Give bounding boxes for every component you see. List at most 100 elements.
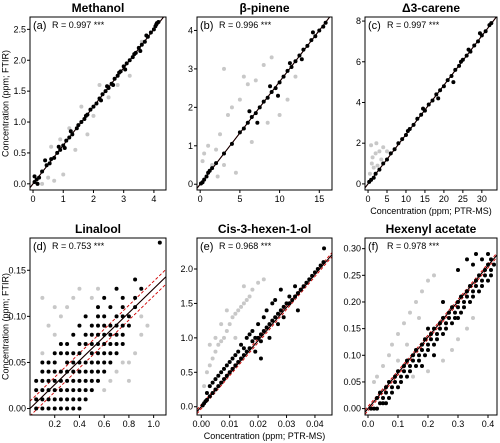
data-point bbox=[277, 80, 282, 85]
data-point bbox=[456, 305, 460, 310]
data-point bbox=[293, 284, 298, 289]
data-point bbox=[83, 369, 88, 374]
background-point bbox=[126, 378, 131, 383]
data-point bbox=[214, 161, 219, 166]
data-point bbox=[464, 53, 469, 58]
panel-label: (b) bbox=[200, 20, 213, 32]
data-point bbox=[34, 378, 39, 383]
data-point bbox=[408, 369, 412, 374]
x-tick-label: 0.01 bbox=[221, 419, 239, 429]
background-point bbox=[40, 295, 45, 300]
data-point bbox=[414, 347, 418, 352]
data-point bbox=[99, 98, 104, 103]
x-tick-label: 0.3 bbox=[452, 419, 465, 429]
x-tick-label: 25 bbox=[458, 194, 468, 204]
data-point bbox=[114, 323, 119, 328]
data-point bbox=[480, 257, 484, 262]
data-point bbox=[222, 377, 226, 382]
data-point bbox=[384, 390, 388, 395]
data-point bbox=[120, 305, 125, 310]
data-point bbox=[247, 332, 252, 337]
data-point bbox=[65, 369, 70, 374]
data-point bbox=[89, 342, 94, 347]
data-point bbox=[411, 353, 415, 358]
background-point bbox=[58, 137, 63, 142]
data-point bbox=[273, 86, 278, 91]
data-point bbox=[438, 88, 443, 93]
data-point bbox=[108, 332, 113, 337]
data-point bbox=[258, 332, 263, 337]
background-point bbox=[261, 277, 266, 282]
background-points bbox=[40, 39, 144, 186]
data-point bbox=[432, 342, 436, 347]
data-point bbox=[256, 322, 261, 327]
data-point bbox=[287, 294, 292, 299]
background-point bbox=[441, 358, 445, 363]
data-point bbox=[239, 342, 244, 347]
data-point bbox=[105, 84, 110, 89]
y-tick-label: 0.25 bbox=[343, 270, 361, 280]
data-point bbox=[450, 305, 454, 310]
data-point bbox=[46, 388, 51, 393]
data-point bbox=[120, 295, 125, 300]
data-point bbox=[91, 104, 96, 109]
background-point bbox=[207, 363, 212, 368]
y-axis-label: Concentration (ppm; FTIR) bbox=[0, 50, 10, 157]
background-point bbox=[237, 97, 242, 102]
data-point bbox=[65, 360, 70, 365]
data-point bbox=[313, 34, 318, 39]
data-point bbox=[88, 107, 93, 112]
data-point bbox=[123, 67, 128, 72]
data-point bbox=[117, 70, 122, 75]
data-point bbox=[387, 379, 391, 384]
data-point bbox=[432, 326, 436, 331]
data-point bbox=[202, 177, 207, 182]
panel-2: β-pinene (b) R = 0.996 *** 0 5 10 15 0 1 2 3 4 bbox=[188, 1, 333, 204]
background-point bbox=[213, 335, 218, 340]
background-point bbox=[108, 378, 113, 383]
data-point bbox=[96, 369, 100, 374]
data-point bbox=[295, 291, 300, 296]
x-tick-label: 0.00 bbox=[192, 419, 210, 429]
data-point bbox=[265, 95, 270, 100]
background-point bbox=[373, 151, 378, 156]
y-tick-label: 0.05 bbox=[343, 377, 361, 387]
data-point bbox=[385, 157, 389, 162]
data-point bbox=[435, 331, 439, 336]
background-point bbox=[387, 353, 391, 358]
background-point bbox=[256, 280, 261, 285]
data-point bbox=[83, 397, 88, 402]
data-point bbox=[213, 377, 218, 382]
data-point bbox=[430, 98, 435, 103]
data-point bbox=[114, 314, 119, 319]
y-tick-label: 2 bbox=[356, 138, 361, 148]
data-point bbox=[58, 369, 63, 374]
data-point bbox=[449, 74, 454, 79]
data-point bbox=[224, 373, 229, 378]
data-point bbox=[411, 122, 416, 127]
y-tick-label: 0.5 bbox=[13, 148, 26, 158]
data-point bbox=[58, 378, 63, 383]
y-tick-label: 3 bbox=[188, 64, 193, 74]
x-tick-label: 0.4 bbox=[482, 419, 495, 429]
data-point bbox=[216, 384, 221, 389]
data-point bbox=[108, 342, 113, 347]
data-point bbox=[378, 390, 382, 395]
data-point bbox=[261, 99, 266, 104]
background-point bbox=[202, 151, 207, 156]
data-point bbox=[46, 360, 51, 365]
background-point bbox=[58, 314, 63, 319]
data-point bbox=[46, 369, 51, 374]
data-point bbox=[58, 147, 63, 152]
background-point bbox=[465, 326, 469, 331]
data-point bbox=[40, 360, 45, 365]
data-point bbox=[421, 106, 426, 111]
data-point bbox=[236, 349, 241, 354]
background-point bbox=[414, 299, 418, 304]
data-point bbox=[154, 22, 159, 27]
data-point bbox=[471, 294, 475, 299]
data-point bbox=[32, 174, 37, 179]
data-point bbox=[241, 346, 246, 351]
correlation-annotation: R = 0.753 *** bbox=[52, 241, 105, 251]
data-point bbox=[121, 64, 126, 69]
